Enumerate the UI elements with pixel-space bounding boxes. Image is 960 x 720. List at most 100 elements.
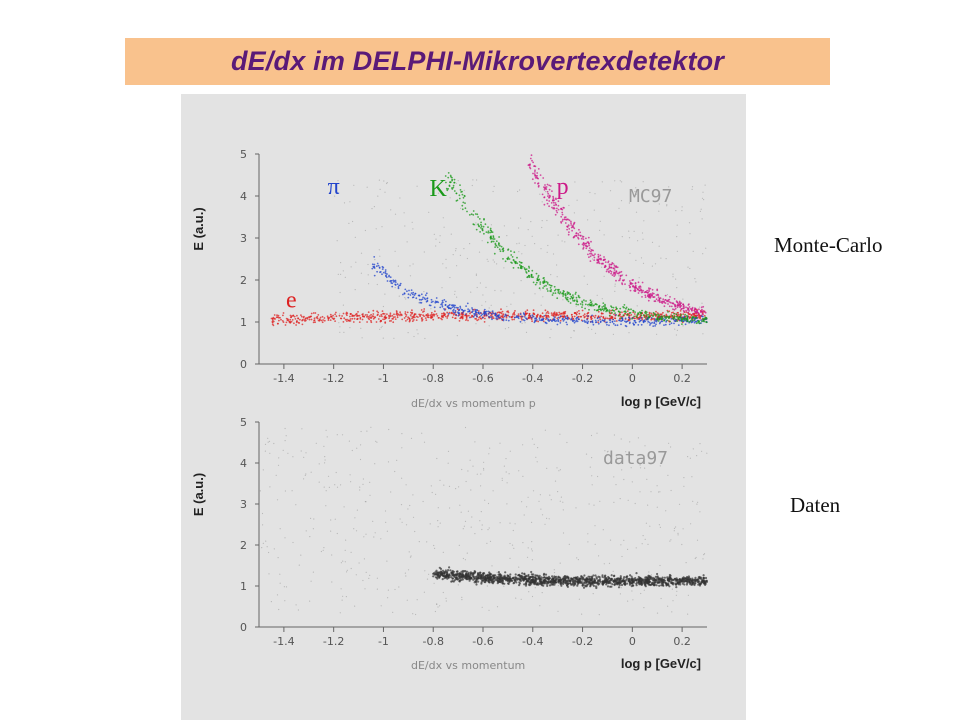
chart1-point-K <box>518 264 521 266</box>
chart1-x-tick-label: 0.2 <box>673 372 691 385</box>
chart1-point-e <box>536 314 539 317</box>
chart2-point-background <box>527 496 529 498</box>
chart2-point-background <box>606 451 608 453</box>
chart1-point-p <box>690 308 693 310</box>
chart1-point-K <box>644 311 646 314</box>
chart1-point-background <box>676 250 678 252</box>
chart1-point-background <box>379 255 381 257</box>
chart1-point-e <box>409 319 411 322</box>
chart1-point-p <box>611 262 614 264</box>
chart1-point-K <box>468 214 471 216</box>
chart1-point-π <box>398 284 401 287</box>
chart2-point-background <box>356 447 358 449</box>
chart1-point-background <box>700 208 702 210</box>
chart2-point-band <box>496 579 499 582</box>
chart2-point-background <box>324 459 326 461</box>
chart1-point-K <box>528 276 531 279</box>
chart2-point-band <box>685 577 688 580</box>
chart1-point-p <box>658 298 661 301</box>
chart2-point-background <box>348 440 350 442</box>
chart1-point-background <box>352 220 354 223</box>
chart1-point-e <box>339 317 342 320</box>
chart2-point-background <box>437 507 439 509</box>
chart2-point-background <box>540 580 542 582</box>
chart1-point-π <box>496 318 499 320</box>
chart2-point-background <box>630 467 632 469</box>
chart1-point-K <box>575 303 578 306</box>
chart1-point-p <box>585 247 588 250</box>
chart1-point-p <box>551 190 553 192</box>
chart1-point-background <box>628 202 630 204</box>
chart1-point-K <box>604 305 606 307</box>
chart1-point-e <box>521 318 523 321</box>
chart2-point-background <box>467 470 469 472</box>
chart1-point-e <box>368 318 371 321</box>
chart1-point-e <box>313 319 316 321</box>
chart2-point-band <box>619 577 622 580</box>
chart2-point-background <box>386 530 388 532</box>
chart2-point-band <box>575 576 578 579</box>
chart1-point-e <box>388 314 390 317</box>
chart2-point-band <box>647 583 650 586</box>
chart2-point-band <box>514 580 517 583</box>
chart2-point-background <box>659 564 661 567</box>
chart2-point-background <box>406 599 408 601</box>
chart1-point-π <box>458 308 461 311</box>
chart1-y-tick-label: 2 <box>240 274 247 287</box>
chart1-point-p <box>536 172 539 174</box>
chart1-point-p <box>575 234 578 237</box>
chart1-point-background <box>589 191 591 194</box>
chart2-point-background <box>671 611 673 613</box>
chart1-point-background <box>614 268 616 270</box>
chart1-point-π <box>654 319 657 322</box>
chart1-point-e <box>574 312 577 314</box>
chart1-point-p <box>589 255 592 258</box>
chart1-point-background <box>628 237 631 239</box>
chart1-point-K <box>539 281 542 283</box>
chart1-point-π <box>596 317 599 320</box>
chart2-point-band <box>489 575 492 578</box>
chart1-point-e <box>571 316 574 318</box>
chart1-point-p <box>560 207 563 210</box>
chart1-x-tick-label: -1.2 <box>323 372 344 385</box>
chart1-point-p <box>552 197 555 200</box>
chart1-point-e <box>372 309 375 312</box>
chart1-point-π <box>472 316 475 318</box>
chart1-point-e <box>272 324 275 327</box>
chart2-point-background <box>458 544 460 546</box>
chart1-point-background <box>348 222 350 224</box>
chart1-point-K <box>623 304 626 306</box>
chart1-point-background <box>541 201 543 203</box>
chart1-point-p <box>597 256 600 258</box>
chart2-point-background <box>643 589 645 591</box>
chart2-point-band <box>492 574 495 577</box>
chart1-point-p <box>553 204 555 207</box>
chart1-point-K <box>671 314 674 317</box>
chart1-point-background <box>658 190 660 192</box>
chart1-point-background <box>354 289 356 291</box>
chart1-point-e <box>368 315 371 317</box>
chart1-point-background <box>454 293 456 295</box>
chart1-point-K <box>554 292 557 294</box>
chart1-point-K <box>464 207 467 210</box>
chart1-point-K <box>673 312 675 315</box>
chart1-point-K <box>614 312 616 314</box>
chart1-point-π <box>444 303 447 306</box>
chart1-point-e <box>297 321 300 324</box>
chart2-point-band <box>460 578 463 582</box>
chart1-point-e <box>630 314 633 316</box>
chart1-point-background <box>696 317 698 319</box>
chart1-point-e <box>404 311 407 313</box>
chart2-point-background <box>619 593 621 595</box>
chart1-point-e <box>547 314 549 317</box>
chart1-point-e <box>483 321 486 323</box>
chart2-x-tick-label: -1.2 <box>323 635 344 648</box>
chart1-point-e <box>351 317 354 320</box>
chart1-point-background <box>641 292 643 294</box>
chart2-point-background <box>694 557 696 560</box>
chart2-point-background <box>270 601 272 603</box>
chart2-point-background <box>699 511 701 513</box>
chart2-point-band <box>691 581 695 584</box>
chart1-point-K <box>490 230 493 232</box>
chart1-point-p <box>632 279 634 281</box>
